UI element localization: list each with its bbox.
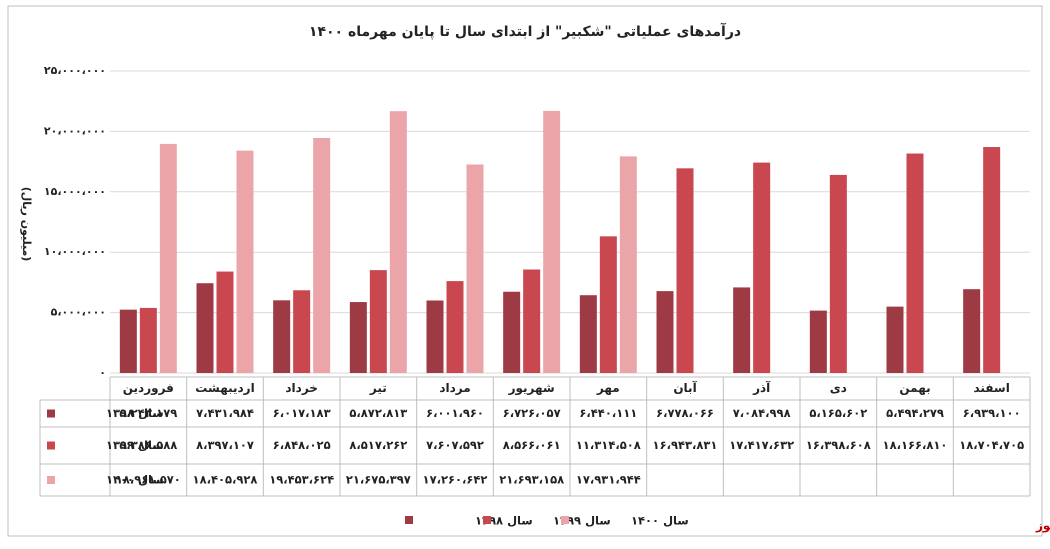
bar xyxy=(119,309,137,373)
y-tick-label: ۰ xyxy=(99,366,106,379)
x-tick-label: فروردین xyxy=(123,381,174,396)
x-tick-label: دی xyxy=(830,381,847,395)
table-value: ۵،۲۴۳،۱۷۹ xyxy=(119,406,177,420)
bar xyxy=(389,111,407,374)
legend-swatch xyxy=(405,516,413,524)
table-series-name: سال ۱۴۰۰ xyxy=(106,473,164,487)
bar xyxy=(733,287,751,373)
bar xyxy=(599,236,617,373)
bar xyxy=(753,162,771,373)
x-tick-label: خرداد xyxy=(285,381,318,395)
bar xyxy=(466,164,484,373)
legend-swatch xyxy=(561,516,569,524)
x-tick-label: اردیبهشت xyxy=(195,381,254,395)
x-tick-label: آبان xyxy=(673,380,697,395)
bar xyxy=(503,291,521,373)
x-tick-label: تیر xyxy=(369,381,387,395)
bar xyxy=(676,168,694,373)
bar xyxy=(983,147,1001,373)
y-tick-label: ۲۰،۰۰۰،۰۰۰ xyxy=(44,124,106,137)
table-value: ۶،۷۷۸،۰۶۶ xyxy=(656,406,714,420)
source: بورس نیوز xyxy=(1035,519,1050,534)
table-value: ۱۶،۹۴۳،۸۳۱ xyxy=(653,438,718,452)
y-tick-label: ۱۵،۰۰۰،۰۰۰ xyxy=(44,185,106,198)
bar xyxy=(293,290,311,373)
bar xyxy=(886,306,904,373)
bar xyxy=(656,291,674,373)
table-value: ۸،۵۱۷،۲۶۲ xyxy=(349,438,407,452)
table-value: ۲۱،۶۷۵،۳۹۷ xyxy=(346,473,411,487)
bar xyxy=(906,153,924,373)
x-tick-label: مهر xyxy=(596,381,620,395)
table-value: ۱۶،۳۹۸،۶۰۸ xyxy=(806,438,871,452)
table-value: ۲۱،۶۹۳،۱۵۸ xyxy=(499,473,564,487)
bar xyxy=(829,174,847,373)
table-value: ۶،۰۱۷،۱۸۳ xyxy=(273,406,331,420)
table-value: ۵،۸۷۲،۸۱۳ xyxy=(349,406,407,420)
table-swatch xyxy=(47,441,55,450)
y-tick-label: ۵،۰۰۰،۰۰۰ xyxy=(51,306,106,319)
chart-title: درآمدهای عملیاتی "شکبیر" از ابتدای سال ت… xyxy=(309,22,741,40)
x-tick-label: مرداد xyxy=(439,381,470,395)
table-value: ۱۹،۴۵۳،۶۲۴ xyxy=(269,473,334,487)
bar xyxy=(236,150,254,373)
table-value: ۱۸،۷۰۴،۷۰۵ xyxy=(959,438,1024,452)
table-value: ۱۷،۹۳۱،۹۴۴ xyxy=(576,473,641,487)
bar xyxy=(369,270,387,373)
table-value: ۱۱،۳۱۴،۵۰۸ xyxy=(576,438,641,452)
bar xyxy=(619,156,637,373)
table-value: ۵،۱۶۵،۶۰۲ xyxy=(809,406,867,420)
table-series-name: سال ۱۳۹۹ xyxy=(106,438,164,452)
bar xyxy=(579,295,597,373)
table-value: ۱۸،۱۶۶،۸۱۰ xyxy=(883,438,948,452)
bar xyxy=(963,289,981,373)
bar xyxy=(273,300,291,373)
y-tick-label: ۱۰،۰۰۰،۰۰۰ xyxy=(44,245,106,258)
table-value: ۷،۶۰۷،۵۹۲ xyxy=(426,438,484,452)
bar xyxy=(139,307,157,373)
chart-frame xyxy=(7,5,1043,537)
bar xyxy=(809,310,827,373)
table-value: ۱۸،۴۰۵،۹۲۸ xyxy=(193,473,258,487)
table-value: ۶،۷۲۶،۰۵۷ xyxy=(503,406,561,420)
legend-swatch xyxy=(483,516,491,524)
table-value: ۶،۸۴۸،۰۲۵ xyxy=(273,438,331,452)
x-tick-label: اسفند xyxy=(973,381,1009,395)
table-swatch xyxy=(47,476,55,484)
x-tick-label: بهمن xyxy=(899,381,930,395)
bar xyxy=(159,143,177,373)
bar xyxy=(523,269,541,373)
y-axis-label: (میلیون ریال) xyxy=(20,187,33,262)
table-value: ۷،۴۳۱،۹۸۴ xyxy=(196,406,254,420)
table-value: ۱۷،۲۶۰،۶۴۲ xyxy=(423,473,488,487)
table-value: ۵،۳۸۶،۵۸۸ xyxy=(119,438,177,452)
legend-label: سال ۱۴۰۰ xyxy=(631,514,689,528)
table-value: ۸،۵۶۶،۰۶۱ xyxy=(503,438,561,452)
bar xyxy=(446,281,464,373)
table-series-name: سال ۱۳۹۸ xyxy=(106,406,164,420)
bar xyxy=(543,110,561,373)
x-tick-label: آذر xyxy=(752,380,771,395)
bar xyxy=(196,283,214,373)
x-tick-label: شهریور xyxy=(508,381,555,396)
table-value: ۷،۰۸۴،۹۹۸ xyxy=(733,406,791,420)
table-value: ۱۸،۹۶۱،۵۷۰ xyxy=(116,473,181,487)
table-value: ۵،۴۹۴،۲۷۹ xyxy=(886,406,944,420)
y-tick-label: ۲۵،۰۰۰،۰۰۰ xyxy=(44,64,106,77)
table-value: ۶،۴۴۰،۱۱۱ xyxy=(579,406,637,420)
table-swatch xyxy=(47,409,55,418)
table-value: ۸،۳۹۷،۱۰۷ xyxy=(196,438,254,452)
bar xyxy=(216,271,234,373)
bar xyxy=(349,302,367,373)
table-value: ۶،۰۰۱،۹۶۰ xyxy=(426,406,484,420)
table-value: ۱۷،۴۱۷،۶۳۲ xyxy=(729,438,794,452)
bar xyxy=(313,138,331,373)
bar xyxy=(426,300,444,373)
table-value: ۶،۹۳۹،۱۰۰ xyxy=(963,406,1021,420)
